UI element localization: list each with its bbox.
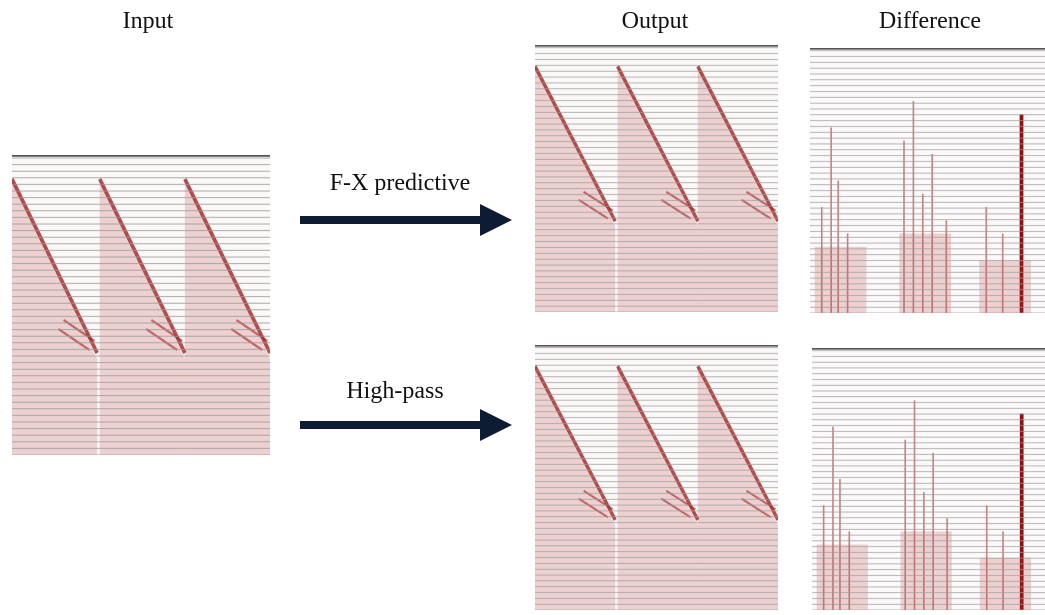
output-panel (535, 45, 778, 312)
output-title: Output (622, 8, 689, 34)
difference-panel (812, 348, 1045, 610)
difference-title: Difference (879, 8, 981, 34)
output-panel (535, 345, 778, 610)
input-title: Input (123, 8, 174, 34)
method-label: High-pass (346, 378, 443, 404)
input-panel (12, 155, 270, 455)
difference-panel (810, 48, 1045, 313)
method-label: F-X predictive (330, 170, 471, 196)
